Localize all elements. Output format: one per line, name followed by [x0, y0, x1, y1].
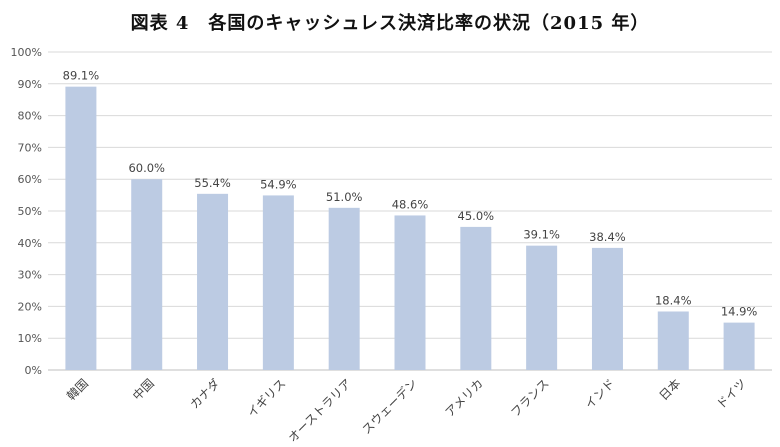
- data-label: 48.6%: [392, 197, 429, 211]
- y-tick-label: 100%: [11, 46, 42, 59]
- y-tick-label: 0%: [25, 364, 42, 377]
- data-label: 89.1%: [63, 69, 100, 83]
- data-label: 18.4%: [655, 293, 692, 307]
- x-tick-label: カナダ: [187, 376, 223, 412]
- bar: [394, 215, 426, 370]
- chart-title: 図表 4 各国のキャッシュレス決済比率の状況（2015 年）: [130, 13, 650, 34]
- bar: [262, 195, 294, 370]
- x-tick-label: スウェーデン: [359, 376, 421, 438]
- bar: [657, 311, 689, 370]
- y-tick-label: 70%: [18, 141, 42, 154]
- x-tick-label: アメリカ: [443, 376, 486, 419]
- data-label: 51.0%: [326, 190, 363, 204]
- y-tick-label: 90%: [18, 78, 42, 91]
- bar: [131, 179, 163, 370]
- x-tick-label: イギリス: [245, 376, 289, 420]
- bar: [65, 86, 97, 371]
- y-tick-label: 40%: [18, 237, 42, 250]
- bar: [197, 193, 229, 370]
- bar: [526, 245, 558, 370]
- x-tick-label: 中国: [129, 376, 157, 404]
- y-tick-label: 10%: [18, 332, 42, 345]
- bar: [460, 226, 492, 370]
- data-label: 55.4%: [194, 176, 231, 190]
- bar: [723, 322, 755, 370]
- data-label: 38.4%: [589, 230, 626, 244]
- data-label: 60.0%: [128, 161, 165, 175]
- x-tick-label: 日本: [657, 376, 684, 403]
- data-label: 14.9%: [721, 305, 758, 319]
- x-tick-label: インド: [582, 376, 617, 411]
- y-tick-label: 50%: [18, 205, 42, 218]
- x-tick-label: フランス: [508, 376, 552, 420]
- data-label: 45.0%: [458, 209, 495, 223]
- x-tick-label: オーストラリア: [285, 376, 354, 445]
- y-tick-label: 60%: [18, 173, 42, 186]
- y-tick-label: 80%: [18, 110, 42, 123]
- x-tick-label: ドイツ: [714, 376, 749, 411]
- bar: [591, 247, 623, 370]
- x-tick-label: 韓国: [64, 376, 91, 403]
- bar: [328, 207, 360, 370]
- y-tick-label: 30%: [18, 269, 42, 282]
- data-label: 54.9%: [260, 177, 297, 191]
- data-label: 39.1%: [523, 228, 560, 242]
- y-tick-label: 20%: [18, 300, 42, 313]
